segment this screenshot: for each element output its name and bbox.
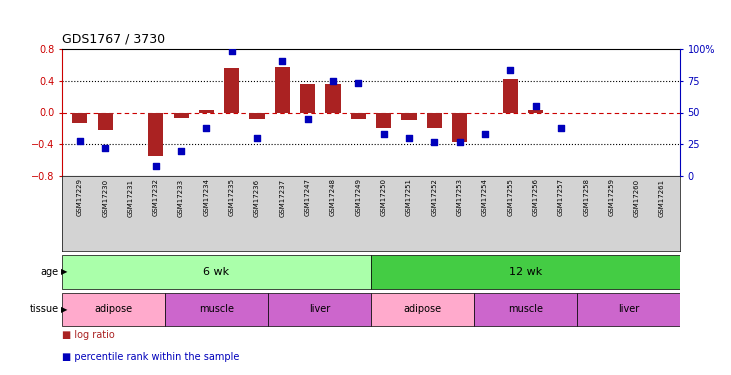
Text: GSM17232: GSM17232 — [153, 178, 159, 216]
Text: GSM17252: GSM17252 — [431, 178, 437, 216]
Text: GSM17255: GSM17255 — [507, 178, 513, 216]
Text: GSM17261: GSM17261 — [659, 178, 665, 217]
Text: GSM17248: GSM17248 — [330, 178, 336, 216]
Bar — [300, 84, 315, 112]
Bar — [165, 292, 268, 326]
Text: GSM17230: GSM17230 — [102, 178, 108, 217]
Point — [378, 131, 390, 137]
Point — [302, 116, 314, 122]
Bar — [148, 112, 164, 156]
Text: adipose: adipose — [94, 304, 132, 314]
Bar — [474, 292, 577, 326]
Bar — [72, 112, 88, 123]
Text: 6 wk: 6 wk — [203, 267, 230, 277]
Text: liver: liver — [618, 304, 639, 314]
Text: tissue: tissue — [29, 304, 58, 314]
Text: ▶: ▶ — [61, 267, 68, 276]
Text: ▶: ▶ — [61, 305, 68, 314]
Point — [530, 103, 542, 109]
Text: age: age — [40, 267, 58, 277]
Point — [504, 68, 516, 74]
Text: GSM17234: GSM17234 — [203, 178, 210, 216]
Text: GSM17253: GSM17253 — [457, 178, 463, 216]
Bar — [351, 112, 366, 119]
Text: GSM17257: GSM17257 — [558, 178, 564, 216]
Bar — [401, 112, 417, 120]
Bar — [371, 292, 474, 326]
Text: GSM17233: GSM17233 — [178, 178, 184, 217]
Text: ■ percentile rank within the sample: ■ percentile rank within the sample — [62, 352, 240, 363]
Text: GSM17251: GSM17251 — [406, 178, 412, 216]
Text: muscle: muscle — [508, 304, 543, 314]
Point — [454, 139, 466, 145]
Point — [251, 135, 263, 141]
Text: GSM17247: GSM17247 — [305, 178, 311, 216]
Text: GSM17231: GSM17231 — [127, 178, 134, 217]
Bar — [577, 292, 680, 326]
Point — [352, 80, 364, 86]
Text: muscle: muscle — [199, 304, 234, 314]
Point — [403, 135, 414, 141]
Text: GSM17259: GSM17259 — [608, 178, 615, 216]
Point — [150, 163, 162, 169]
Bar — [199, 110, 214, 112]
Bar — [62, 292, 165, 326]
Text: GSM17250: GSM17250 — [381, 178, 387, 216]
Bar — [371, 255, 680, 289]
Point — [276, 58, 288, 64]
Text: 12 wk: 12 wk — [509, 267, 542, 277]
Point — [175, 148, 187, 154]
Text: GSM17229: GSM17229 — [77, 178, 83, 216]
Text: GSM17237: GSM17237 — [279, 178, 285, 217]
Text: GDS1767 / 3730: GDS1767 / 3730 — [62, 32, 165, 45]
Point — [226, 48, 238, 54]
Text: GSM17256: GSM17256 — [532, 178, 539, 216]
Bar — [325, 84, 341, 112]
Bar — [97, 112, 113, 130]
Bar — [275, 67, 290, 112]
Text: ■ log ratio: ■ log ratio — [62, 330, 115, 340]
Point — [74, 138, 86, 144]
Bar — [452, 112, 467, 142]
Bar — [224, 68, 239, 112]
Bar — [268, 292, 371, 326]
Text: GSM17235: GSM17235 — [229, 178, 235, 216]
Point — [99, 145, 111, 151]
Bar — [249, 112, 265, 119]
Text: GSM17260: GSM17260 — [634, 178, 640, 217]
Text: GSM17249: GSM17249 — [355, 178, 361, 216]
Text: liver: liver — [309, 304, 330, 314]
Point — [327, 78, 339, 84]
Point — [479, 131, 491, 137]
Text: GSM17236: GSM17236 — [254, 178, 260, 217]
Bar — [528, 110, 543, 112]
Bar — [376, 112, 391, 128]
Text: adipose: adipose — [404, 304, 442, 314]
Bar — [503, 79, 518, 112]
Point — [428, 139, 440, 145]
Bar — [427, 112, 442, 128]
Text: GSM17254: GSM17254 — [482, 178, 488, 216]
Point — [555, 125, 567, 131]
Bar — [62, 255, 371, 289]
Text: GSM17258: GSM17258 — [583, 178, 589, 216]
Bar — [173, 112, 189, 118]
Point — [200, 125, 212, 131]
